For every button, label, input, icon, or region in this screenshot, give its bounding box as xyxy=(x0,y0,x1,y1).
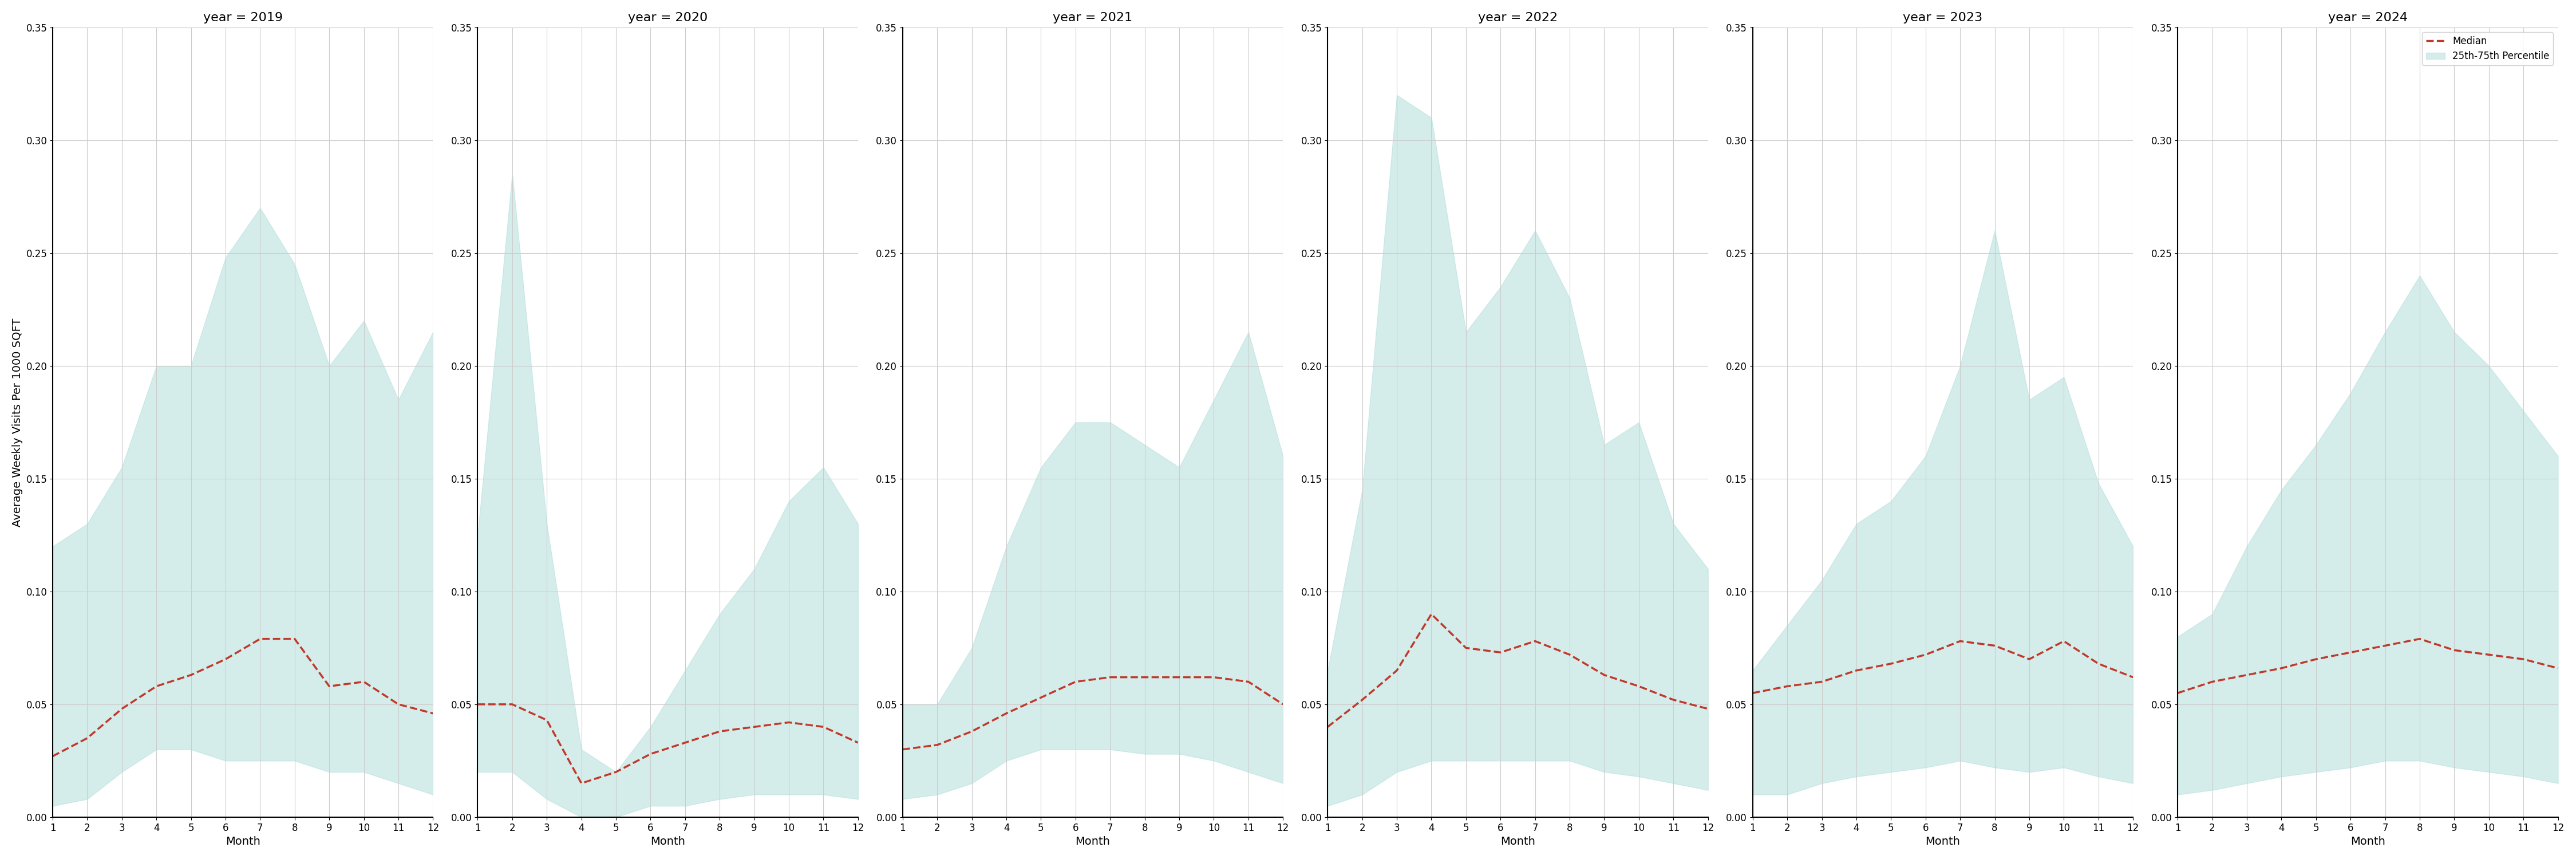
Median xyxy=(1520,636,1551,646)
Median xyxy=(1095,672,1126,682)
Median xyxy=(567,778,598,789)
Title: year = 2021: year = 2021 xyxy=(1054,12,1133,23)
X-axis label: Month: Month xyxy=(1924,836,1960,847)
Title: year = 2023: year = 2023 xyxy=(1904,12,1984,23)
Median xyxy=(1450,643,1481,653)
Median xyxy=(348,677,379,687)
Median xyxy=(2014,654,2045,664)
Median xyxy=(245,634,276,644)
Median xyxy=(886,744,917,754)
Median xyxy=(1736,688,1767,698)
Line: Median: Median xyxy=(902,677,1283,749)
Median xyxy=(1875,659,1906,669)
Median xyxy=(2403,634,2434,644)
Median xyxy=(142,681,173,691)
Median xyxy=(2231,670,2262,680)
Median xyxy=(2334,648,2365,658)
Median xyxy=(1164,672,1195,682)
Median xyxy=(211,654,242,664)
Median xyxy=(1909,649,1940,660)
Median xyxy=(1553,649,1584,660)
Title: year = 2020: year = 2020 xyxy=(629,12,708,23)
Median xyxy=(1128,672,1159,682)
Median xyxy=(1025,692,1056,703)
Median xyxy=(2084,659,2115,669)
Median xyxy=(1417,609,1448,619)
Median xyxy=(1659,695,1690,705)
Median xyxy=(1589,670,1620,680)
Median xyxy=(1486,648,1517,658)
Title: year = 2022: year = 2022 xyxy=(1479,12,1558,23)
X-axis label: Month: Month xyxy=(1499,836,1535,847)
Median xyxy=(1806,677,1837,687)
Median xyxy=(72,733,103,743)
Median xyxy=(2161,688,2192,698)
Median xyxy=(461,699,492,710)
Legend: Median, 25th-75th Percentile: Median, 25th-75th Percentile xyxy=(2421,33,2553,65)
Line: Median: Median xyxy=(1327,614,1708,727)
Median xyxy=(1311,722,1342,732)
Line: Median: Median xyxy=(2177,639,2558,693)
Median xyxy=(1978,641,2009,651)
Median xyxy=(956,726,987,736)
Title: year = 2024: year = 2024 xyxy=(2329,12,2409,23)
Title: year = 2019: year = 2019 xyxy=(204,12,283,23)
Median xyxy=(1381,666,1412,676)
X-axis label: Month: Month xyxy=(224,836,260,847)
Median xyxy=(1945,636,1976,646)
Median xyxy=(1842,666,1873,676)
Median xyxy=(2439,645,2470,655)
Median xyxy=(1692,704,1723,714)
Median xyxy=(314,681,345,691)
Median xyxy=(2509,654,2540,664)
Median xyxy=(992,708,1023,718)
Median xyxy=(739,722,770,732)
Median xyxy=(2543,663,2573,673)
Median xyxy=(497,699,528,710)
Median xyxy=(636,749,667,759)
Median xyxy=(36,751,67,761)
Median xyxy=(922,740,953,750)
Median xyxy=(1772,681,1803,691)
Median xyxy=(809,722,840,732)
Median xyxy=(773,717,804,728)
Median xyxy=(2048,636,2079,646)
Median xyxy=(2267,663,2298,673)
Median xyxy=(531,715,562,725)
Median xyxy=(1623,681,1654,691)
Median xyxy=(1061,677,1092,687)
Median xyxy=(175,670,206,680)
X-axis label: Month: Month xyxy=(1074,836,1110,847)
Line: Median: Median xyxy=(52,639,433,756)
Median xyxy=(2197,677,2228,687)
X-axis label: Month: Month xyxy=(649,836,685,847)
Median xyxy=(106,704,137,714)
Median xyxy=(2300,654,2331,664)
Y-axis label: Average Weekly Visits Per 1000 SQFT: Average Weekly Visits Per 1000 SQFT xyxy=(13,318,23,527)
X-axis label: Month: Month xyxy=(2349,836,2385,847)
Median xyxy=(1347,695,1378,705)
Median xyxy=(1234,677,1265,687)
Median xyxy=(417,708,448,718)
Median xyxy=(2370,641,2401,651)
Line: Median: Median xyxy=(1752,641,2133,693)
Median xyxy=(278,634,309,644)
Median xyxy=(1198,672,1229,682)
Median xyxy=(2473,649,2504,660)
Median xyxy=(1267,699,1298,710)
Median xyxy=(670,738,701,748)
Median xyxy=(2117,672,2148,682)
Median xyxy=(842,738,873,748)
Median xyxy=(384,699,415,710)
Line: Median: Median xyxy=(477,704,858,783)
Median xyxy=(703,726,734,736)
Median xyxy=(600,767,631,777)
